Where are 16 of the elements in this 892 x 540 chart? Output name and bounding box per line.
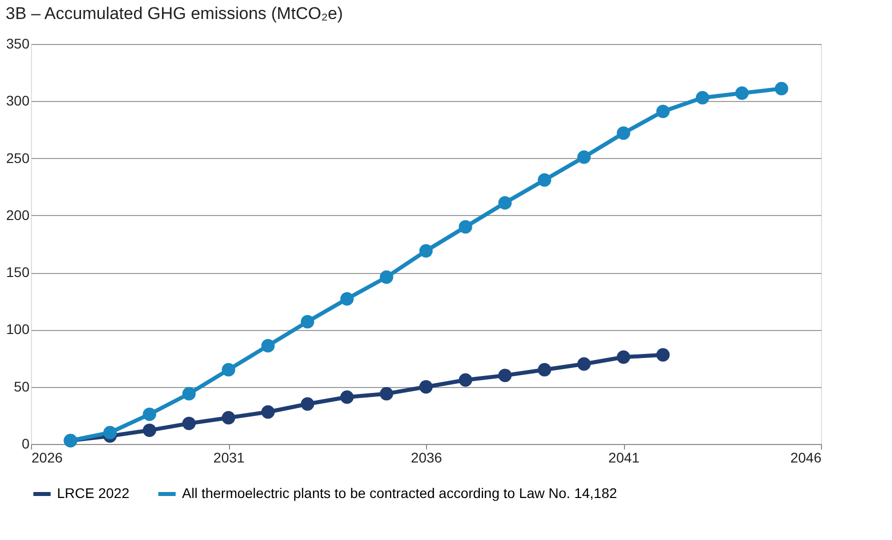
y-tick-label: 250 xyxy=(6,150,30,166)
y-tick-label: 0 xyxy=(22,436,30,452)
x-tick-label: 2036 xyxy=(410,450,442,466)
x-tick-label: 2026 xyxy=(32,450,63,466)
y-tick-label: 100 xyxy=(6,321,30,338)
x-tick-label: 2041 xyxy=(608,450,640,466)
chart-title: 3B – Accumulated GHG emissions (MtCO₂e) xyxy=(6,4,343,23)
y-tick-label: 350 xyxy=(6,36,30,52)
x-tick-label: 2046 xyxy=(790,450,822,466)
y-tick-label: 150 xyxy=(6,264,30,280)
x-tick-label: 2031 xyxy=(213,450,245,466)
y-tick-label: 300 xyxy=(6,92,30,109)
y-tick-label: 50 xyxy=(14,378,30,394)
legend-label: All thermoelectric plants to be contracted according to Law No. 14,182 xyxy=(182,485,618,501)
legend-label: LRCE 2022 xyxy=(57,485,130,501)
y-tick-label: 200 xyxy=(6,206,30,223)
